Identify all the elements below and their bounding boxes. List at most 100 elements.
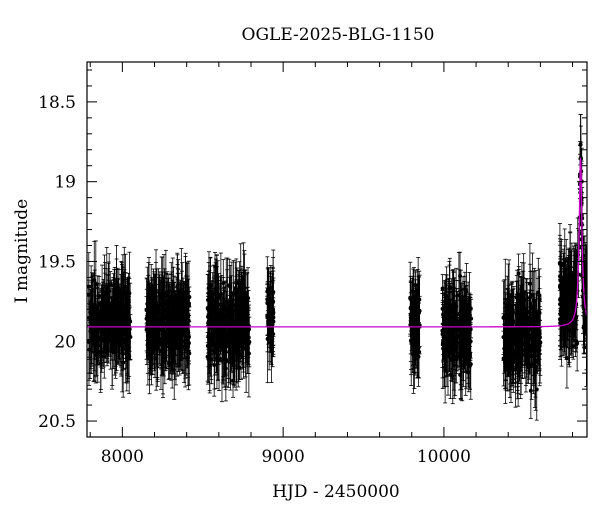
data-point — [111, 328, 116, 333]
data-point — [161, 294, 166, 299]
data-point — [413, 317, 418, 322]
data-point — [460, 341, 465, 346]
data-point — [162, 343, 167, 348]
data-point — [151, 317, 156, 322]
data-point — [186, 349, 191, 354]
data-point — [463, 305, 468, 310]
data-point — [227, 336, 232, 341]
data-point — [166, 312, 171, 317]
data-point — [228, 356, 233, 361]
season-7-points — [501, 243, 543, 421]
data-point — [123, 326, 128, 331]
data-point — [173, 341, 178, 346]
data-point — [102, 329, 107, 334]
data-point — [209, 342, 214, 347]
data-point — [412, 347, 417, 352]
data-point — [242, 285, 247, 290]
data-point — [117, 322, 122, 327]
data-point — [221, 314, 226, 319]
data-point — [463, 351, 468, 356]
chart-title: OGLE-2025-BLG-1150 — [242, 25, 435, 45]
data-point — [446, 299, 451, 304]
data-point — [440, 340, 445, 345]
data-point — [221, 332, 226, 337]
data-point — [181, 297, 186, 302]
y-axis-label: I magnitude — [12, 199, 32, 303]
data-point — [462, 359, 467, 364]
data-point — [151, 334, 156, 339]
data-point — [104, 299, 109, 304]
season-2-points — [144, 248, 192, 400]
data-point — [165, 321, 170, 326]
data-point — [270, 307, 275, 312]
data-point — [156, 312, 161, 317]
data-point — [464, 289, 469, 294]
season-6-points — [440, 251, 474, 405]
data-point — [89, 301, 94, 306]
data-point — [99, 337, 104, 342]
data-point — [103, 309, 108, 314]
data-point — [170, 328, 175, 333]
data-point — [442, 350, 447, 355]
data-point — [239, 296, 244, 301]
data-point — [170, 282, 175, 287]
data-point — [528, 388, 533, 393]
data-point — [210, 309, 215, 314]
data-point — [120, 310, 125, 315]
data-point — [154, 356, 159, 361]
data-point — [183, 291, 188, 296]
data-point — [182, 326, 187, 331]
data-point — [459, 316, 464, 321]
data-point — [178, 292, 183, 297]
data-point — [233, 327, 238, 332]
data-point — [243, 316, 248, 321]
season-4-points — [265, 249, 276, 384]
data-point — [269, 311, 274, 316]
data-point — [93, 282, 98, 287]
data-point — [167, 360, 172, 365]
data-point — [157, 327, 162, 332]
data-point — [417, 349, 422, 354]
season-3-points — [205, 242, 252, 403]
data-point — [102, 354, 107, 359]
data-point — [411, 342, 416, 347]
data-point — [153, 304, 158, 309]
season-5-points — [408, 256, 422, 394]
data-point — [121, 360, 126, 365]
data-point — [224, 358, 229, 363]
data-point — [231, 303, 236, 308]
data-point — [144, 327, 149, 332]
data-point — [217, 357, 222, 362]
data-point — [113, 335, 118, 340]
data-point — [206, 313, 211, 318]
data-point — [206, 356, 211, 361]
x-axis-label: HJD - 2450000 — [272, 482, 400, 502]
data-point — [159, 342, 164, 347]
data-point — [447, 327, 452, 332]
data-point — [163, 290, 168, 295]
season-1-points — [87, 240, 133, 398]
data-point — [215, 307, 220, 312]
data-point — [448, 372, 453, 377]
data-point — [458, 274, 463, 279]
data-point — [409, 312, 414, 317]
data-point — [126, 298, 131, 302]
data-point — [92, 278, 97, 283]
data-point — [175, 321, 180, 326]
data-point — [118, 327, 123, 332]
data-point — [465, 346, 470, 351]
data-point — [100, 305, 105, 310]
data-point — [114, 300, 119, 305]
data-point — [87, 284, 91, 289]
data-point — [148, 339, 153, 344]
data-point — [416, 310, 421, 315]
data-point — [236, 350, 241, 355]
data-point — [266, 305, 271, 310]
data-point — [227, 283, 232, 288]
data-point — [96, 343, 101, 348]
data-point — [226, 311, 231, 316]
data-point — [468, 326, 473, 331]
data-point — [107, 317, 112, 322]
data-point — [246, 351, 251, 356]
